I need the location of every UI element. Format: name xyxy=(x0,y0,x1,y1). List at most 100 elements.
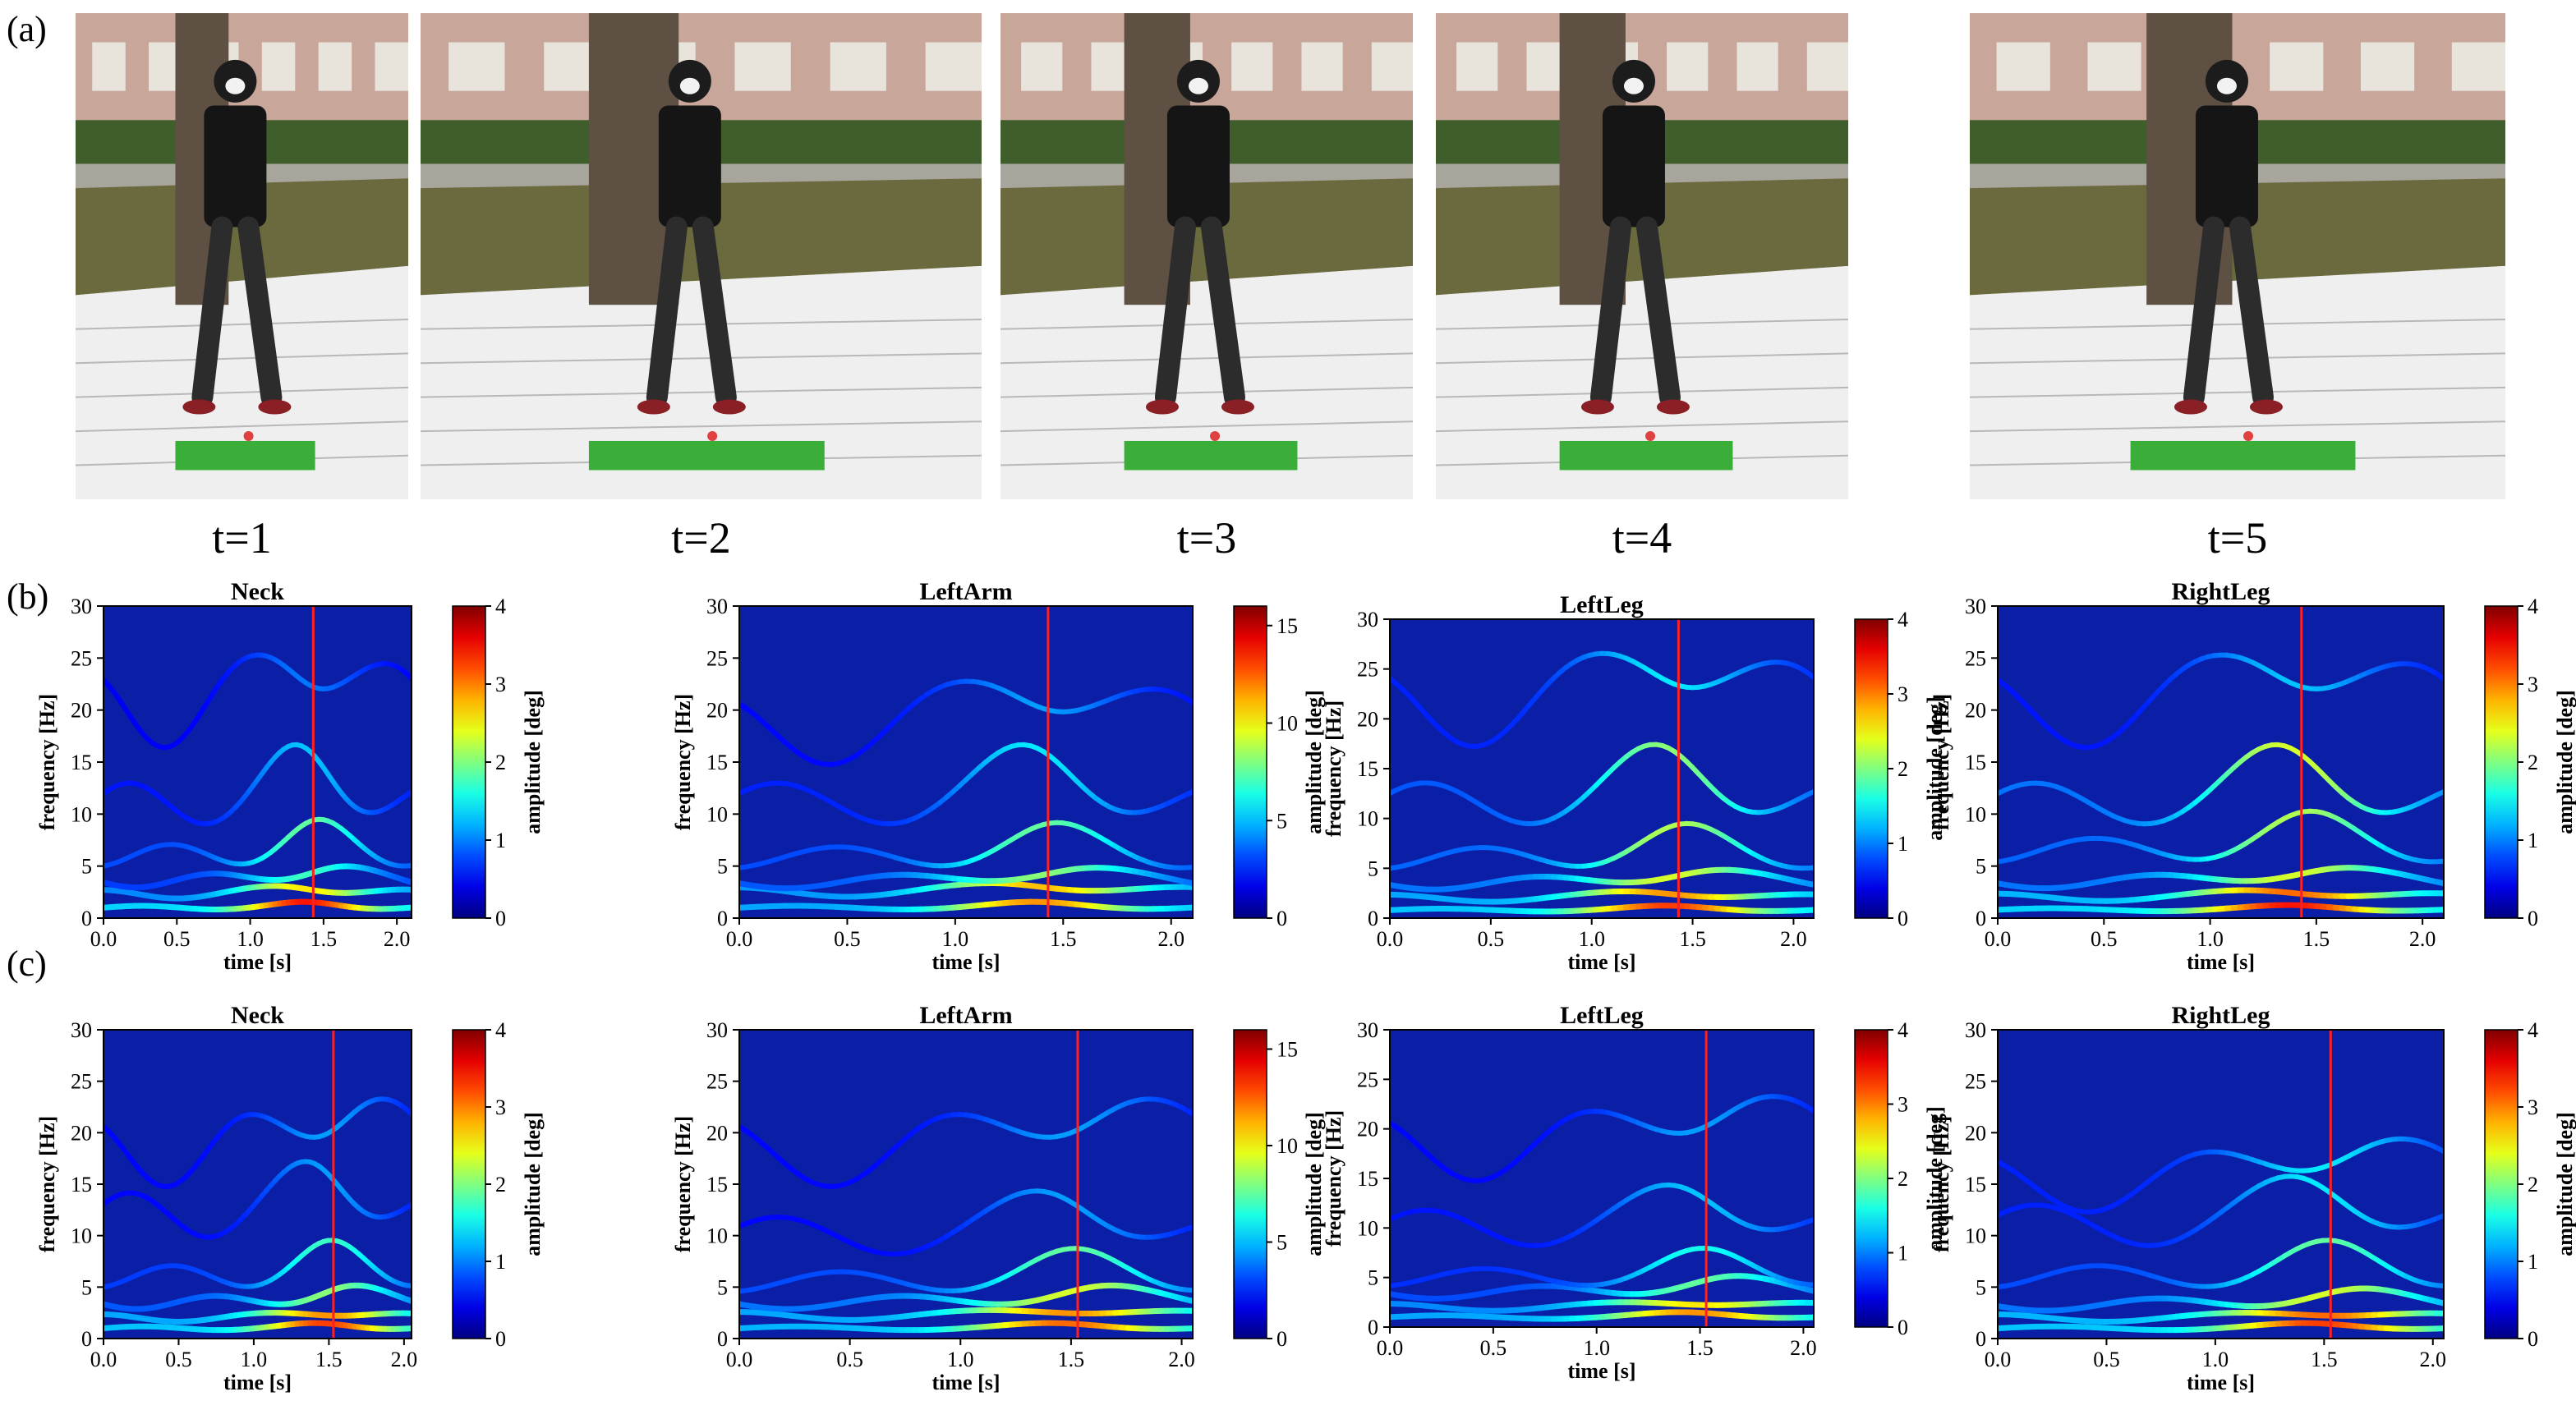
chart-title: LeftArm xyxy=(919,578,1012,605)
x-axis-label: time [s] xyxy=(1567,950,1635,974)
y-tick-label: 30 xyxy=(1357,608,1378,632)
y-tick-label: 15 xyxy=(1965,751,1986,774)
colorbar-tick-label: 5 xyxy=(1276,809,1287,833)
ridge-segment xyxy=(1183,1296,1193,1304)
chart-title: Neck xyxy=(231,1002,284,1029)
colorbar-label: amplitude [deg] xyxy=(2553,1112,2576,1256)
x-axis-label: time [s] xyxy=(1567,1359,1635,1383)
colorbar xyxy=(452,605,486,919)
y-tick-label: 15 xyxy=(1965,1173,1986,1196)
x-tick-label: 0.0 xyxy=(1377,1336,1404,1360)
x-tick-label: 0.5 xyxy=(163,927,191,951)
ridge-segment xyxy=(1184,696,1193,705)
time-step-label: t=2 xyxy=(671,513,731,563)
x-tick-label: 1.5 xyxy=(2311,1348,2338,1371)
chart-title: LeftArm xyxy=(919,1002,1012,1029)
colorbar-tick-label: 10 xyxy=(1276,1134,1298,1158)
colorbar-tick-label: 4 xyxy=(495,595,506,618)
colorbar-tick-label: 4 xyxy=(2528,595,2538,618)
colorbar-tick-label: 3 xyxy=(1898,1093,1908,1117)
y-tick-label: 25 xyxy=(1965,1070,1986,1094)
spectrogram-c-leftleg: 0.0 0.5 1.0 1.5 2.0 0 5 10 15 20 25 30 LeftLeg time [… xyxy=(1308,997,1962,1385)
x-axis-label: time [s] xyxy=(2187,1371,2255,1394)
y-tick-label: 30 xyxy=(706,1018,728,1042)
x-tick-label: 1.0 xyxy=(241,1348,268,1371)
y-tick-label: 25 xyxy=(71,646,92,670)
spectrogram-b-neck: 0.0 0.5 1.0 1.5 2.0 0 5 10 15 20 25 30 Neck time [s] f… xyxy=(21,573,559,976)
colorbar-tick-label: 4 xyxy=(1898,608,1908,632)
time-step-label: t=5 xyxy=(2207,513,2268,563)
x-axis-label: time [s] xyxy=(223,1371,292,1394)
spectrogram-svg: 0.0 0.5 1.0 1.5 2.0051015202530RightLegtime … xyxy=(1930,1002,2576,1394)
chart-title: LeftLeg xyxy=(1560,591,1644,618)
x-tick-label: 2.0 xyxy=(1157,927,1184,951)
ridge-segment xyxy=(1805,865,1814,871)
y-tick-label: 5 xyxy=(717,855,728,879)
spectrogram-c-neck: 0.0 0.5 1.0 1.5 2.0 0 5 10 15 20 25 30 Neck time [s] f… xyxy=(21,997,559,1396)
colorbar-label: amplitude [deg] xyxy=(1923,696,1947,841)
colorbar xyxy=(1854,618,1888,919)
colorbar-tick-label: 3 xyxy=(495,1095,506,1119)
x-tick-label: 1.0 xyxy=(2196,927,2224,951)
x-tick-label: 1.5 xyxy=(315,1348,343,1371)
x-tick-label: 0.0 xyxy=(1377,927,1404,951)
x-tick-label: 2.0 xyxy=(1790,1336,1817,1360)
y-axis-label: frequency [Hz] xyxy=(671,1116,695,1252)
y-tick-label: 0 xyxy=(81,907,92,930)
y-tick-label: 25 xyxy=(71,1070,92,1094)
x-tick-label: 0.5 xyxy=(2091,927,2118,951)
colorbar xyxy=(1854,1029,1888,1328)
x-tick-label: 2.0 xyxy=(384,927,411,951)
x-tick-label: 0.5 xyxy=(1480,1336,1507,1360)
ridge-segment xyxy=(2435,1146,2444,1155)
y-axis-label: frequency [Hz] xyxy=(35,1116,59,1252)
y-tick-label: 10 xyxy=(71,1224,92,1248)
y-tick-label: 20 xyxy=(71,1121,92,1145)
ridge-segment xyxy=(1184,1287,1193,1293)
colorbar-tick-label: 0 xyxy=(1276,1327,1287,1351)
time-step-label: t=4 xyxy=(1612,513,1672,563)
swing-photo xyxy=(421,13,982,499)
y-tick-label: 25 xyxy=(706,1070,728,1094)
x-tick-label: 0.0 xyxy=(726,927,753,951)
y-axis-label: frequency [Hz] xyxy=(1930,694,1953,830)
y-tick-label: 0 xyxy=(1976,1327,1986,1351)
x-tick-label: 2.0 xyxy=(2420,1348,2447,1371)
ridge-segment xyxy=(1184,865,1193,870)
colorbar-tick-label: 1 xyxy=(1898,832,1908,856)
spectrogram-b-leftarm: 0.0 0.5 1.0 1.5 2.0 0 5 10 15 20 25 30 LeftArm time [… xyxy=(657,573,1341,976)
x-tick-label: 1.5 xyxy=(1679,927,1706,951)
colorbar-tick-label: 2 xyxy=(1898,757,1908,781)
colorbar-label: amplitude [deg] xyxy=(2553,690,2576,834)
ridge-segment xyxy=(2435,789,2444,797)
x-axis-label: time [s] xyxy=(223,950,292,974)
colorbar-tick-label: 4 xyxy=(2528,1018,2538,1042)
colorbar-tick-label: 3 xyxy=(2528,673,2538,696)
colorbar xyxy=(2484,605,2518,919)
colorbar-tick-label: 2 xyxy=(1898,1167,1908,1191)
colorbar-tick-label: 0 xyxy=(1898,907,1908,930)
colorbar-tick-label: 0 xyxy=(1276,907,1287,930)
y-tick-label: 20 xyxy=(71,699,92,723)
y-tick-label: 10 xyxy=(1357,807,1378,831)
x-tick-label: 2.0 xyxy=(1780,927,1807,951)
x-tick-label: 1.5 xyxy=(2303,927,2330,951)
x-tick-label: 0.0 xyxy=(726,1348,753,1371)
x-tick-label: 1.0 xyxy=(237,927,264,951)
y-tick-label: 20 xyxy=(1965,699,1986,723)
colorbar-tick-label: 4 xyxy=(495,1018,506,1042)
chart-title: LeftLeg xyxy=(1560,1002,1644,1029)
x-tick-label: 0.0 xyxy=(90,1348,117,1371)
y-tick-label: 0 xyxy=(1368,907,1378,930)
y-tick-label: 20 xyxy=(1357,1118,1378,1141)
chart-title: Neck xyxy=(231,578,284,605)
ridge-segment xyxy=(2435,1213,2444,1221)
x-tick-label: 0.0 xyxy=(90,927,117,951)
colorbar-tick-label: 1 xyxy=(495,1250,506,1274)
x-tick-label: 1.5 xyxy=(1058,1348,1085,1371)
y-tick-label: 5 xyxy=(1976,1275,1986,1299)
y-tick-label: 10 xyxy=(1357,1216,1378,1240)
x-tick-label: 1.0 xyxy=(1578,927,1605,951)
